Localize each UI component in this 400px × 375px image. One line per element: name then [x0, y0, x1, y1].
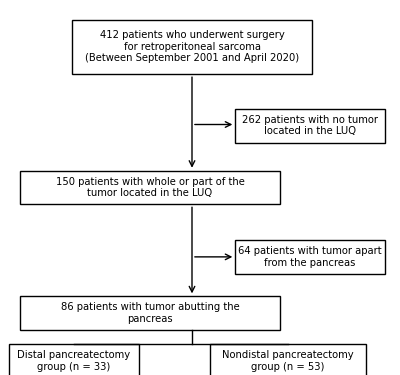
- Text: 64 patients with tumor apart
from the pancreas: 64 patients with tumor apart from the pa…: [238, 246, 382, 268]
- Text: Distal pancreatectomy
group (n = 33): Distal pancreatectomy group (n = 33): [18, 350, 130, 372]
- FancyBboxPatch shape: [235, 240, 385, 274]
- Text: 412 patients who underwent surgery
for retroperitoneal sarcoma
(Between Septembe: 412 patients who underwent surgery for r…: [85, 30, 299, 63]
- FancyBboxPatch shape: [235, 109, 385, 142]
- Text: 150 patients with whole or part of the
tumor located in the LUQ: 150 patients with whole or part of the t…: [56, 177, 244, 198]
- FancyBboxPatch shape: [72, 20, 312, 74]
- Text: Nondistal pancreatectomy
group (n = 53): Nondistal pancreatectomy group (n = 53): [222, 350, 354, 372]
- Text: 86 patients with tumor abutting the
pancreas: 86 patients with tumor abutting the panc…: [61, 302, 239, 324]
- FancyBboxPatch shape: [20, 296, 280, 330]
- Text: 262 patients with no tumor
located in the LUQ: 262 patients with no tumor located in th…: [242, 115, 378, 136]
- FancyBboxPatch shape: [9, 344, 139, 375]
- FancyBboxPatch shape: [20, 171, 280, 204]
- FancyBboxPatch shape: [210, 344, 366, 375]
